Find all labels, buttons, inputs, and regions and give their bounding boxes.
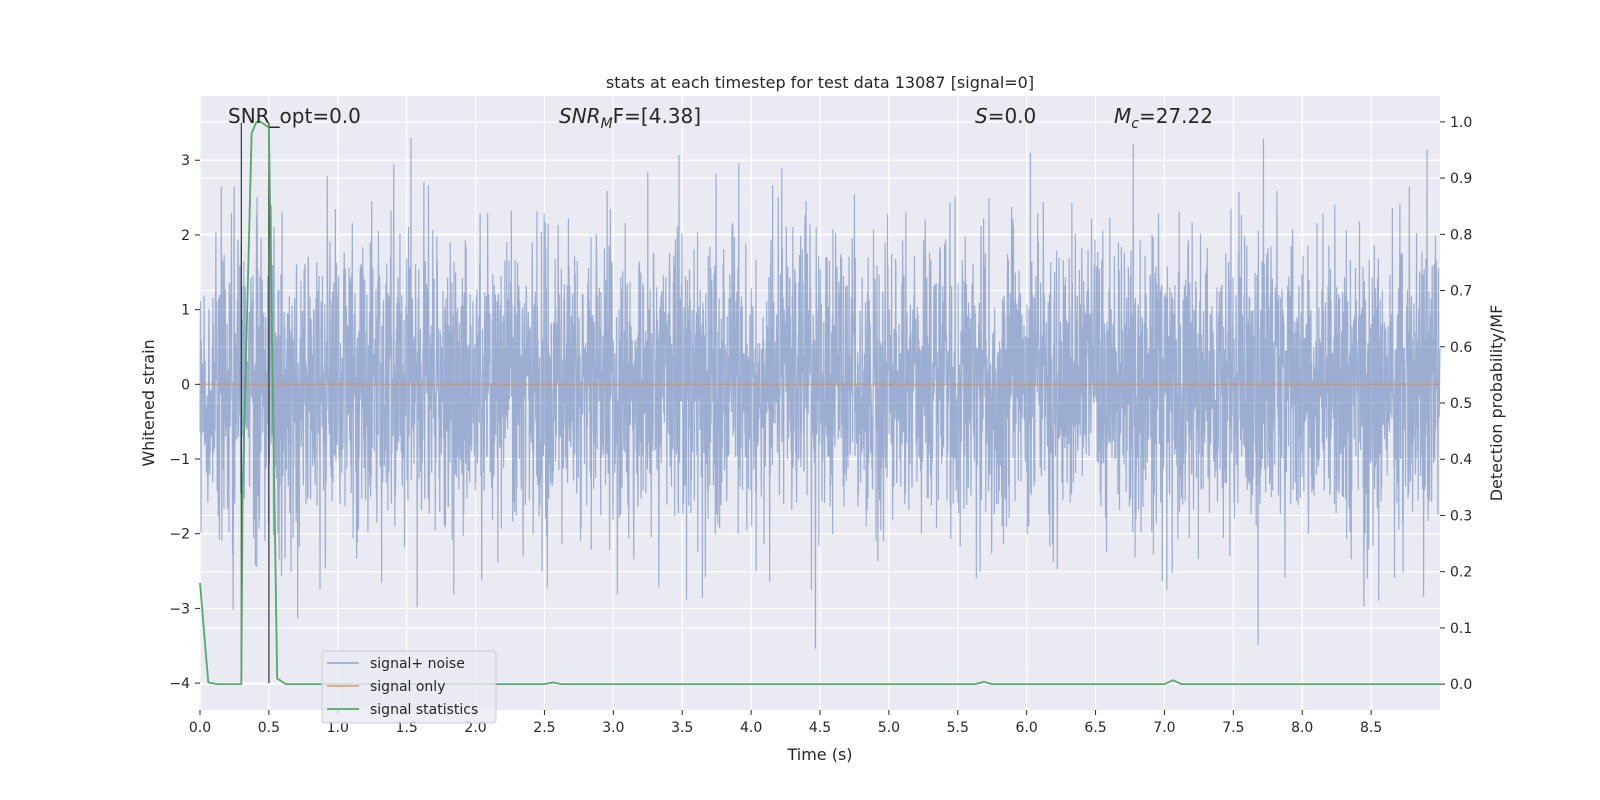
y-left-tick-label: −3	[169, 601, 190, 617]
y-left-tick-label: 1	[181, 303, 190, 319]
x-tick-label: 8.0	[1291, 720, 1313, 736]
x-tick-label: 7.0	[1153, 720, 1175, 736]
y-axis-label-right: Detection probability/MF	[1487, 305, 1506, 502]
stat-layer	[199, 120, 1440, 686]
y-right-tick-labels: 0.0 0.1 0.2 0.3 0.4 0.5 0.6 0.7 0.8 0.9 1.0	[1440, 115, 1472, 693]
x-tick-label: 8.5	[1360, 720, 1382, 736]
annotation-snr-opt: SNR_opt=0.0	[228, 104, 361, 128]
legend-label-signal-noise: signal+ noise	[370, 656, 465, 672]
y-right-tick-label: 0.3	[1450, 508, 1472, 524]
annotation-s: S=0.0	[975, 104, 1036, 128]
annotation-snr-mf-main: SNR	[559, 104, 601, 128]
x-tick-label: 5.0	[878, 720, 900, 736]
annotation-snr-mf-sub: M	[601, 116, 613, 132]
annotation-snr-mf: SNRMF=[4.38]	[559, 104, 701, 132]
annotation-s-rest: =0.0	[988, 104, 1037, 128]
x-tick-label: 1.5	[396, 720, 418, 736]
x-axis-label: Time (s)	[786, 745, 852, 764]
y-axis-label-left: Whitened strain	[139, 339, 158, 466]
legend-label-signal-statistics: signal statistics	[370, 702, 478, 718]
y-left-tick-label: −1	[169, 452, 190, 468]
y-left-tick-label: 3	[181, 153, 190, 169]
x-tick-label: 0.0	[189, 720, 211, 736]
y-right-tick-label: 0.8	[1450, 227, 1472, 243]
y-right-tick-label: 0.5	[1450, 396, 1472, 412]
x-tick-label: 7.5	[1222, 720, 1244, 736]
x-tick-label: 6.5	[1084, 720, 1106, 736]
x-tick-label: 1.0	[327, 720, 349, 736]
annotation-mc-sub: c	[1131, 116, 1139, 132]
y-left-tick-label: −2	[169, 527, 190, 543]
y-right-tick-label: 0.2	[1450, 565, 1472, 581]
series-signal-statistics	[199, 120, 1440, 686]
x-tick-label: 3.0	[602, 720, 624, 736]
y-left-tick-label: −4	[169, 676, 190, 692]
y-right-tick-label: 0.9	[1450, 171, 1472, 187]
x-tick-label: 6.0	[1016, 720, 1038, 736]
x-tick-label: 2.5	[533, 720, 555, 736]
annotation-mc: Mc=27.22	[1114, 104, 1213, 132]
x-tick-label: 2.0	[464, 720, 486, 736]
x-tick-label: 4.5	[809, 720, 831, 736]
annotation-s-main: S	[975, 104, 988, 128]
y-right-tick-label: 0.0	[1450, 677, 1472, 693]
legend: signal+ noise signal only signal statist…	[321, 650, 497, 724]
legend-label-signal-only: signal only	[370, 679, 445, 695]
x-tick-label: 3.5	[671, 720, 693, 736]
y-right-tick-label: 0.7	[1450, 284, 1472, 300]
data-layer	[199, 137, 1441, 649]
y-right-tick-label: 0.1	[1450, 621, 1472, 637]
y-right-tick-label: 0.6	[1450, 340, 1472, 356]
y-left-tick-labels: −4 −3 −2 −1 0 1 2 3	[169, 153, 200, 692]
series-signal-noise	[199, 137, 1441, 649]
y-left-tick-label: 0	[181, 377, 190, 393]
x-tick-label: 0.5	[258, 720, 280, 736]
y-right-tick-label: 0.4	[1450, 452, 1472, 468]
y-left-tick-label: 2	[181, 228, 190, 244]
annotation-mc-rest: =27.22	[1139, 104, 1213, 128]
x-tick-label: 5.5	[947, 720, 969, 736]
y-right-tick-label: 1.0	[1450, 115, 1472, 131]
legend-box	[321, 650, 497, 724]
annotation-mc-main: M	[1114, 104, 1131, 128]
chart-title: stats at each timestep for test data 130…	[606, 73, 1034, 92]
x-tick-labels: 0.0 0.5 1.0 1.5 2.0 2.5 3.0 3.5 4.0 4.5 5.0 5.5 6.0 6…	[189, 710, 1382, 736]
x-tick-label: 4.0	[740, 720, 762, 736]
annotation-snr-mf-rest: F=[4.38]	[613, 104, 701, 128]
